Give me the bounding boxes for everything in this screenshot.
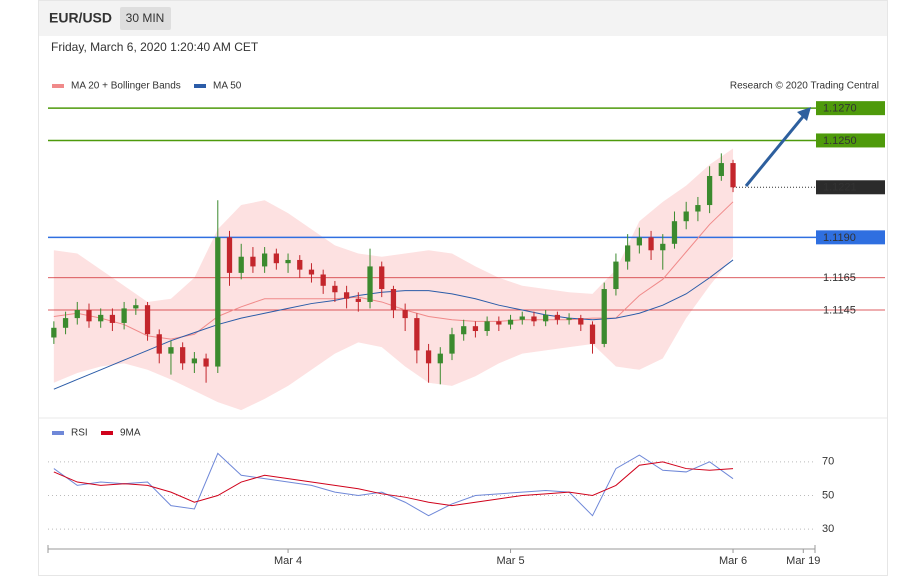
level-label: 1.1190 — [823, 232, 856, 244]
legend-label: 9MA — [120, 428, 141, 439]
candle-body — [62, 318, 69, 328]
candle-body — [297, 259, 303, 270]
candle-body — [660, 243, 666, 251]
level-label: 1.1221 — [823, 182, 857, 194]
legend-swatch — [101, 431, 113, 435]
candle-body — [472, 326, 479, 332]
candle-body — [355, 298, 361, 302]
x-tick-label: Mar 4 — [274, 555, 302, 567]
x-tick-label: Mar 19 — [786, 555, 820, 567]
legend-swatch — [52, 431, 64, 435]
candle-body — [250, 256, 256, 267]
y-tick-label: 50 — [822, 489, 834, 501]
candle-body — [285, 259, 291, 264]
candle-body — [226, 237, 233, 273]
candle-body — [390, 289, 397, 311]
candle-body — [507, 319, 514, 325]
candle-body — [613, 261, 619, 290]
candle-body — [402, 310, 408, 319]
candle-body — [531, 316, 537, 322]
candle-body — [51, 327, 57, 338]
candle-body — [238, 256, 244, 273]
level-label: 1.1250 — [823, 135, 857, 147]
arrow-head — [797, 107, 811, 121]
candle-body — [648, 237, 654, 251]
candle-body — [168, 347, 174, 354]
series-line — [53, 452, 734, 517]
candle-body — [437, 353, 443, 364]
candle-body — [695, 205, 701, 212]
candle-body — [425, 350, 432, 364]
candle-body — [109, 314, 116, 323]
candle-body — [449, 334, 455, 354]
candle-body — [180, 347, 186, 364]
candle-body — [343, 292, 350, 299]
candle-body — [683, 211, 689, 222]
candle-body — [133, 305, 139, 309]
legend-label: MA 20 + Bollinger Bands — [71, 81, 181, 92]
title: EUR/USD — [49, 10, 112, 26]
candle-body — [261, 253, 268, 267]
level-tag — [816, 230, 885, 245]
legend-label: RSI — [71, 428, 88, 439]
candle-body — [496, 321, 502, 325]
legend-swatch — [52, 84, 64, 88]
candle-body — [601, 289, 607, 344]
candle-body — [554, 314, 561, 320]
candle-body — [74, 310, 80, 319]
candle-body — [636, 237, 642, 246]
timeframe-badge — [120, 7, 171, 30]
level-tag — [816, 101, 885, 116]
candle-body — [215, 237, 221, 367]
candle-body — [718, 163, 724, 176]
series-line — [53, 461, 734, 507]
candle-body — [543, 314, 549, 322]
candle-body — [156, 334, 162, 354]
y-tick-label: 30 — [822, 523, 834, 535]
level-label: 1.1270 — [823, 103, 857, 115]
candle-body — [625, 245, 631, 262]
candle-body — [566, 318, 572, 320]
candle-body — [98, 314, 104, 322]
level-label: 1.1165 — [823, 272, 856, 284]
candle-body — [519, 316, 525, 320]
legend-swatch — [194, 84, 206, 88]
candle-body — [379, 266, 385, 290]
legend-label: MA 50 — [213, 81, 242, 92]
candle-body — [484, 321, 490, 332]
level-tag — [816, 133, 885, 148]
candle-body — [578, 318, 584, 325]
rsi-panel: 30 50 70 Mar 4 Mar 5 Mar 6 Mar 19 — [47, 452, 834, 567]
source: Research © 2020 Trading Central — [730, 81, 879, 92]
header-bar — [39, 1, 887, 36]
subtitle: Friday, March 6, 2020 1:20:40 AM CET — [51, 40, 259, 54]
candle-body — [121, 308, 127, 323]
level-tag — [816, 180, 885, 195]
candle-body — [203, 358, 209, 367]
level-label: 1.1145 — [823, 304, 856, 316]
candle-body — [320, 274, 326, 286]
candle-body — [308, 269, 315, 275]
candle-body — [367, 266, 373, 302]
candle-body — [414, 318, 420, 351]
projection-arrow — [744, 112, 808, 187]
candle-body — [671, 221, 678, 244]
candle-body — [461, 326, 467, 335]
candle-body — [730, 163, 736, 188]
candle-body — [273, 253, 279, 264]
bollinger-band — [53, 148, 734, 411]
x-tick-label: Mar 6 — [719, 555, 747, 567]
price-panel: 1.1270 1.1250 1.1221 1.1190 1.1165 1.1145 — [48, 101, 885, 411]
candle-body — [589, 324, 596, 344]
y-tick-label: 70 — [822, 456, 834, 468]
candle-body — [144, 305, 151, 335]
x-tick-label: Mar 5 — [496, 555, 524, 567]
timeframe: 30 MIN — [126, 11, 165, 25]
candle-body — [191, 358, 198, 364]
candle-body — [706, 175, 713, 206]
candle-body — [86, 310, 92, 322]
candle-body — [332, 285, 338, 293]
